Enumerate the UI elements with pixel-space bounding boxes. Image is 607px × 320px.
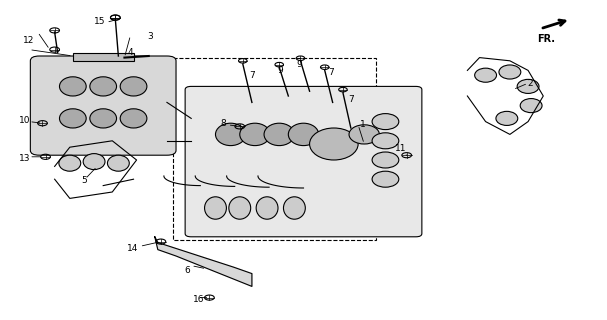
Text: 14: 14: [127, 244, 138, 252]
Text: 7: 7: [348, 95, 354, 104]
Ellipse shape: [59, 77, 86, 96]
Ellipse shape: [264, 123, 294, 146]
Ellipse shape: [288, 123, 319, 146]
Ellipse shape: [475, 68, 497, 82]
Ellipse shape: [517, 79, 539, 93]
Ellipse shape: [310, 128, 358, 160]
Ellipse shape: [499, 65, 521, 79]
Text: 7: 7: [249, 71, 255, 80]
Text: 13: 13: [19, 154, 30, 163]
Text: 9: 9: [296, 60, 302, 68]
Text: 4: 4: [127, 48, 134, 57]
Ellipse shape: [372, 133, 399, 149]
FancyBboxPatch shape: [185, 86, 422, 237]
Ellipse shape: [372, 171, 399, 187]
FancyBboxPatch shape: [73, 53, 134, 61]
Ellipse shape: [107, 155, 129, 171]
Ellipse shape: [240, 123, 270, 146]
Text: 6: 6: [184, 266, 190, 275]
Ellipse shape: [349, 125, 379, 144]
Text: FR.: FR.: [537, 34, 555, 44]
Ellipse shape: [59, 155, 81, 171]
Ellipse shape: [90, 77, 117, 96]
Text: 16: 16: [194, 295, 205, 304]
Text: 9: 9: [277, 66, 283, 75]
FancyBboxPatch shape: [30, 56, 176, 155]
Ellipse shape: [215, 123, 246, 146]
Ellipse shape: [83, 154, 105, 170]
Text: 11: 11: [395, 144, 406, 153]
Text: 3: 3: [148, 32, 154, 41]
Text: 2: 2: [527, 79, 533, 88]
Text: 8: 8: [220, 119, 226, 128]
Ellipse shape: [120, 77, 147, 96]
Ellipse shape: [372, 152, 399, 168]
Ellipse shape: [59, 109, 86, 128]
Ellipse shape: [496, 111, 518, 125]
Text: 10: 10: [19, 116, 30, 124]
Ellipse shape: [256, 197, 278, 219]
Text: 15: 15: [95, 17, 106, 26]
Ellipse shape: [205, 197, 226, 219]
Ellipse shape: [372, 114, 399, 130]
Ellipse shape: [90, 109, 117, 128]
Ellipse shape: [120, 109, 147, 128]
Text: 12: 12: [24, 36, 35, 44]
Ellipse shape: [229, 197, 251, 219]
Text: 1: 1: [360, 120, 366, 129]
Text: 7: 7: [328, 68, 334, 76]
Polygon shape: [155, 237, 252, 286]
Ellipse shape: [283, 197, 305, 219]
Ellipse shape: [520, 99, 542, 113]
Text: 5: 5: [81, 176, 87, 185]
